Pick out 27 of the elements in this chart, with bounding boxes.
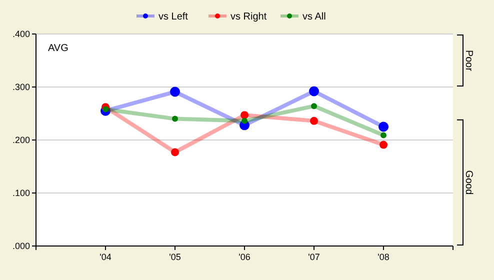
text: Poor [463,50,474,72]
text: Good [463,170,474,195]
y-axis-title: AVG [48,43,69,54]
x-tick-label: '08 [378,252,390,262]
legend-label: vs Left [158,12,188,22]
point [170,86,180,97]
y-tick-label: .400 [12,29,30,40]
y-tick-label: .000 [12,241,30,252]
point [310,116,318,125]
legend-label: vs Right [230,12,267,22]
point [242,118,248,124]
x-tick-label: '04 [100,252,112,262]
x-tick-label: '06 [238,252,250,262]
x-tick-label: '07 [308,252,320,262]
point [309,86,319,96]
point [171,148,179,156]
legend-label: vs All [302,12,326,22]
point [311,103,317,110]
y-tick-label: .100 [12,188,30,198]
point [240,111,248,120]
point [380,132,386,138]
y-tick-label: .300 [12,82,30,92]
point [380,140,388,149]
point [172,116,178,122]
point [378,122,388,132]
x-tick-label: '05 [169,252,181,262]
y-tick-label: .200 [12,135,30,146]
